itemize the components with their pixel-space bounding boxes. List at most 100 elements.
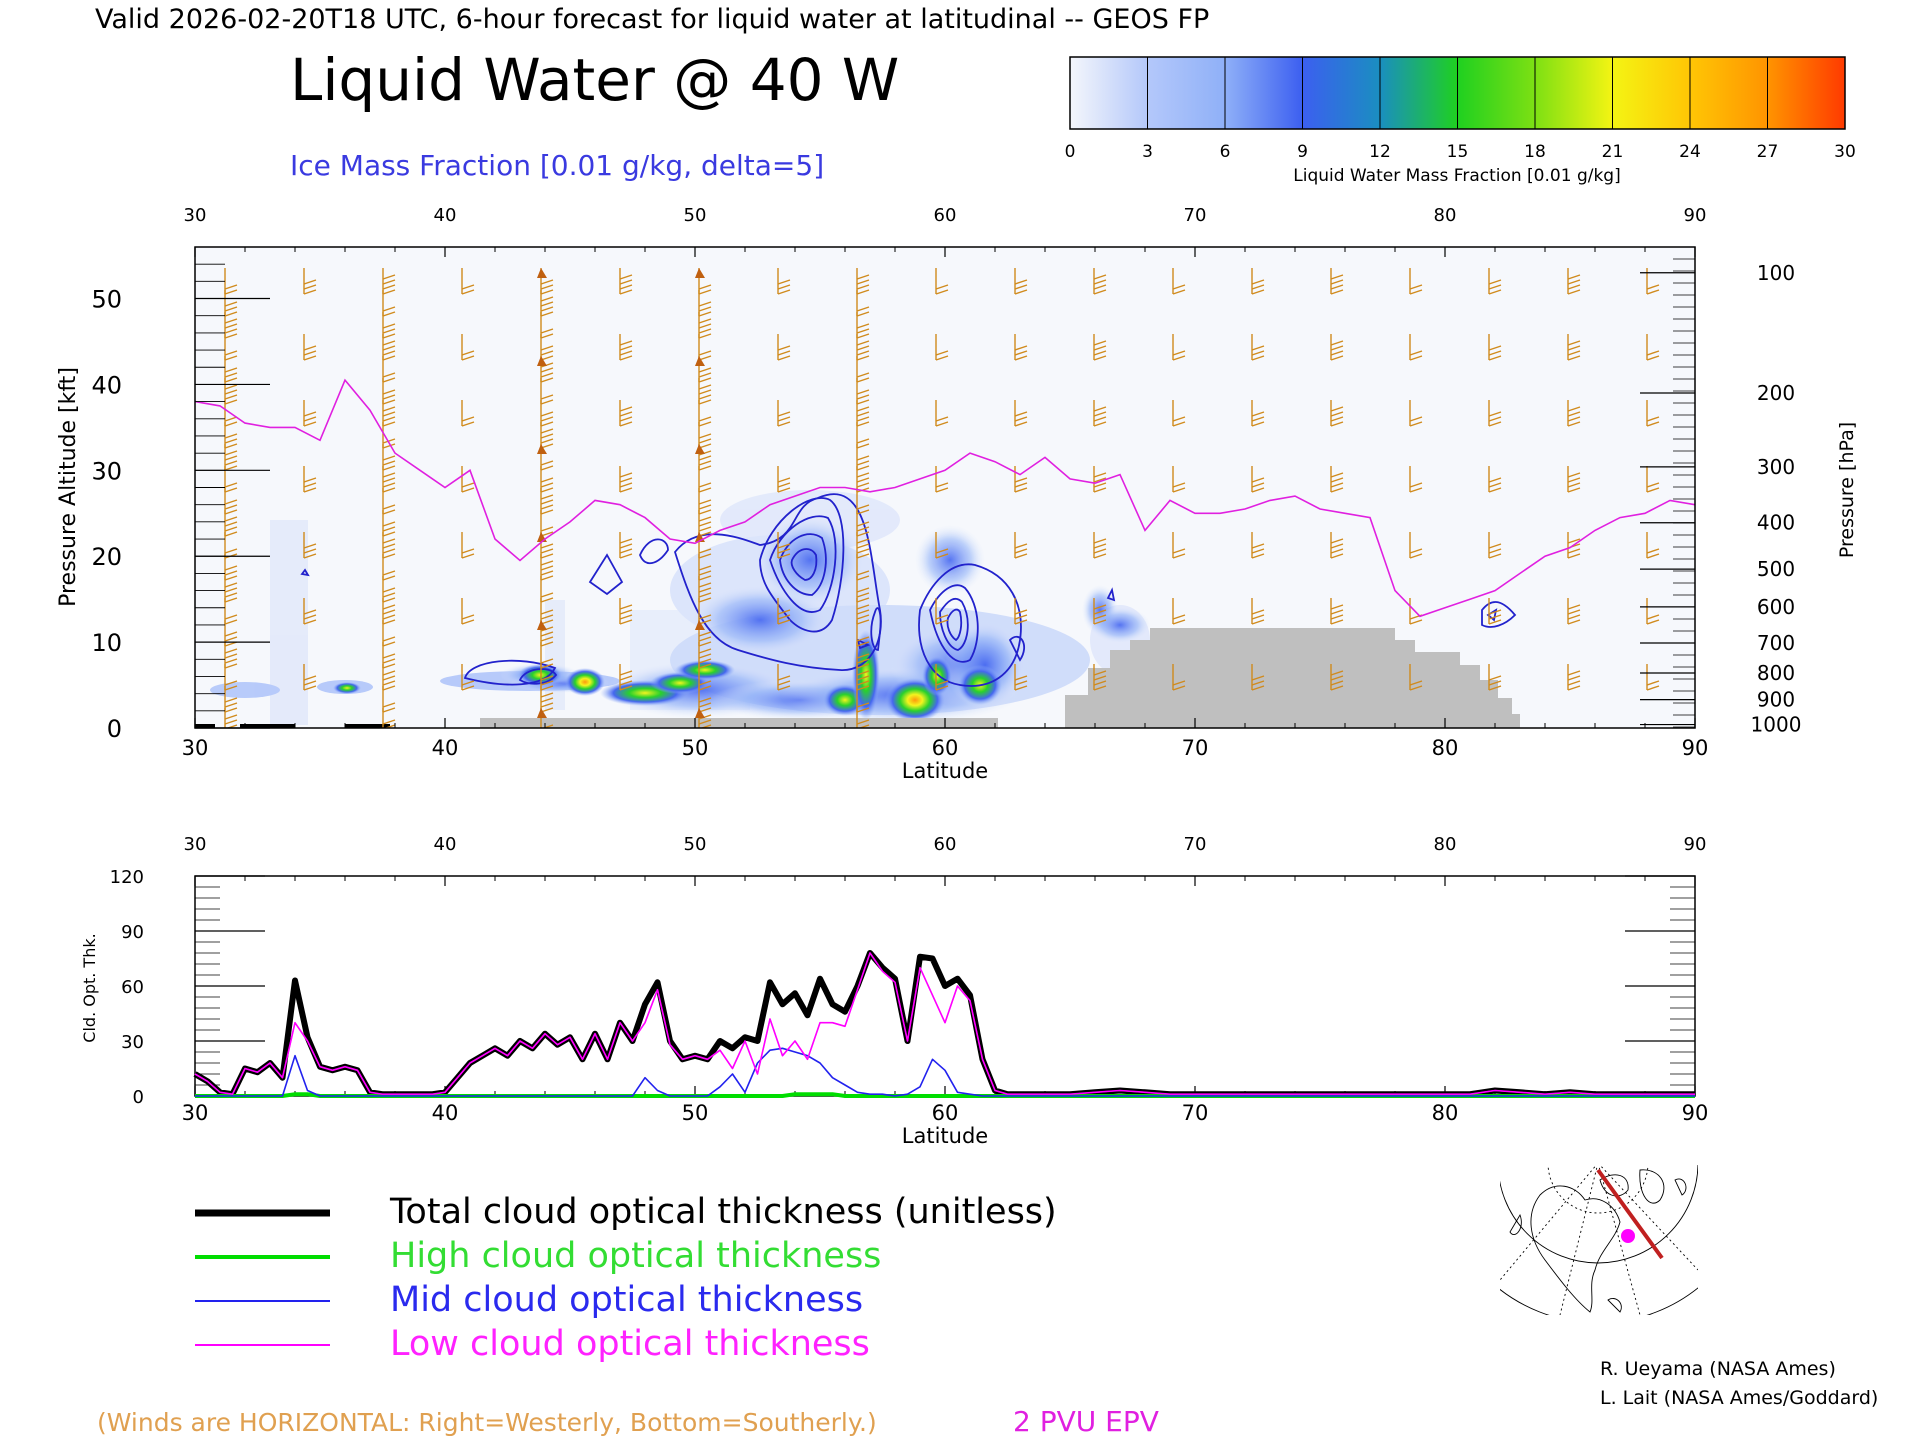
wind-barb: [856, 334, 870, 361]
wind-barb-feather: [540, 416, 554, 422]
wind-barb-feather: [935, 685, 949, 691]
wind-barb-feather: [857, 730, 869, 734]
wind-barb-feather: [382, 333, 396, 339]
wind-barb-feather: [382, 487, 396, 493]
wind-barb-feather: [856, 389, 870, 395]
wind-barb: [540, 466, 554, 493]
wind-barb-feather: [540, 680, 554, 686]
wind-barb-feather: [619, 675, 633, 681]
wind-barb: [224, 510, 238, 537]
wind-barb-feather: [303, 614, 317, 620]
optical-thickness-series: [193, 950, 1695, 1098]
wind-barb-feather: [698, 389, 712, 395]
wind-barb-feather: [1567, 411, 1581, 417]
wind-barb: [540, 400, 554, 427]
wind-barb-feather: [382, 675, 396, 681]
wind-barb-feather: [540, 482, 554, 488]
wind-barb-feather: [1251, 289, 1265, 295]
wind-barb: [1409, 664, 1423, 691]
wind-barb-feather: [1646, 416, 1660, 422]
wind-barb-feather: [540, 575, 554, 581]
wind-barb-feather: [935, 421, 949, 427]
wind-barb-feather: [1409, 416, 1423, 422]
wind-barb: [1330, 334, 1344, 361]
wind-barb-feather: [856, 685, 870, 691]
x-tick-label: 70: [1182, 1101, 1209, 1125]
wind-barb: [1093, 334, 1107, 361]
wind-barb-feather: [856, 675, 870, 681]
wind-barb-feather: [382, 531, 396, 537]
wind-barb-feather: [1409, 619, 1423, 625]
wind-barb-feather: [540, 301, 554, 307]
y-tick-label: 50: [91, 286, 122, 314]
wind-barb: [382, 356, 396, 383]
wind-barb: [382, 708, 396, 728]
wind-barb-feather: [303, 416, 317, 422]
wind-barb-feather: [1251, 614, 1265, 620]
wind-barb-feather: [224, 301, 238, 307]
wind-barb: [619, 268, 633, 295]
wind-barb-feather: [1251, 482, 1265, 488]
wind-barb-feather: [382, 306, 396, 312]
wind-barb-feather: [540, 399, 554, 405]
wind-barb-feather: [698, 619, 712, 625]
wind-barb: [1488, 334, 1502, 361]
wind-barb-feather: [777, 680, 791, 686]
wind-barb-feather: [698, 587, 712, 593]
wind-barb: [619, 334, 633, 361]
wind-barb-feather: [382, 543, 396, 549]
wind-barb-feather: [935, 284, 949, 290]
wind-barb-feather: [856, 377, 870, 383]
wind-barb-feather: [461, 421, 475, 427]
wind-barb-feather: [1014, 289, 1028, 295]
wind-barb-feather: [856, 421, 870, 427]
wind-barb-feather: [540, 663, 554, 669]
ice-contour-label: Ice Mass Fraction [0.01 g/kg, delta=5]: [290, 149, 824, 182]
wind-barb-feather: [1014, 614, 1028, 620]
wind-barb-feather: [540, 609, 554, 615]
wind-barb-feather: [1014, 619, 1028, 625]
colorbar-tick-label: 3: [1142, 142, 1153, 162]
wind-barb-feather: [698, 433, 712, 439]
wind-barb-feather: [224, 399, 238, 405]
colorbar-tick-label: 9: [1297, 142, 1308, 162]
wind-barb-feather: [224, 323, 238, 329]
wind-barb-feather: [856, 477, 870, 483]
wind-barb-feather: [619, 614, 633, 620]
wind-barb-feather: [303, 355, 317, 361]
map-cross-section-track: [1596, 1168, 1664, 1260]
wind-barb-feather: [1330, 543, 1344, 549]
wind-barb: [856, 400, 870, 427]
wind-barb-feather: [1330, 350, 1344, 356]
liquid-water-shading: [210, 490, 1150, 725]
wind-barb-feather: [303, 482, 317, 488]
wind-barb-feather: [1093, 609, 1107, 615]
wind-barb-feather: [1567, 472, 1581, 478]
wind-barb-feather: [382, 670, 396, 676]
wind-barb: [856, 686, 870, 713]
wind-barb: [935, 466, 949, 493]
wind-barb-feather: [461, 685, 475, 691]
wind-barb-feather: [461, 350, 475, 356]
x-tick-label: 80: [1432, 1101, 1459, 1125]
wind-barb-pennant: [695, 268, 705, 278]
wind-barb-feather: [1488, 685, 1502, 691]
wind-barb-feather: [224, 450, 238, 456]
wind-barb-feather: [1093, 543, 1107, 549]
wind-barb-feather: [1726, 280, 1738, 284]
wind-barb-feather: [382, 355, 396, 361]
wind-barb-feather: [856, 619, 870, 625]
wind-barb-feather: [540, 509, 554, 515]
wind-barb-feather: [777, 553, 791, 559]
wind-barb-pennant: [537, 268, 547, 278]
wind-barb-feather: [540, 377, 554, 383]
wind-barb-feather: [224, 526, 238, 532]
wind-barb-feather: [1093, 538, 1107, 544]
wind-barb: [856, 444, 870, 471]
wind-barb-feather: [224, 443, 238, 449]
wind-barb-feather: [224, 372, 238, 378]
wind-barb-feather: [382, 350, 396, 356]
wind-barb-feather: [382, 389, 396, 395]
wind-barb-feather: [698, 570, 712, 576]
y-tick-label: 40: [91, 371, 122, 399]
